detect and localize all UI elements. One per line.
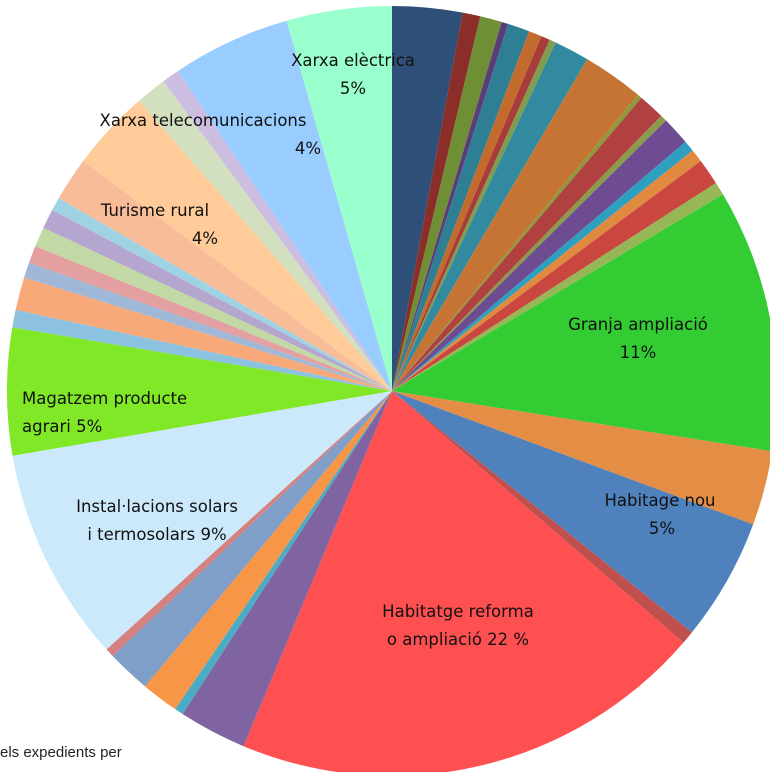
pie-slice bbox=[83, 100, 392, 391]
pie-slice bbox=[182, 391, 392, 747]
slice-label-line: Magatzem producte bbox=[22, 389, 187, 408]
slice-label: Magatzem producte agrari 5% bbox=[22, 389, 187, 436]
pie-slice bbox=[12, 391, 393, 650]
slice-label-line: 4% bbox=[295, 139, 321, 158]
pie-labels: Granja ampliació 11% Habitage nou 5% Habitat… bbox=[22, 51, 716, 649]
slice-label-line: Xarxa telecomunicacions bbox=[100, 111, 307, 130]
slice-label-line: 11% bbox=[620, 343, 657, 362]
slice-label: Granja ampliació 11% bbox=[568, 315, 708, 362]
pie-slice bbox=[392, 31, 542, 391]
pie-slice bbox=[392, 6, 463, 391]
pie-slice bbox=[6, 327, 392, 456]
pie-slice bbox=[15, 277, 393, 391]
pie-slice bbox=[28, 246, 393, 391]
slice-label-line: o ampliació 22 % bbox=[387, 630, 529, 649]
slice-label: Habitatge reforma o ampliació 22 % bbox=[382, 602, 534, 649]
pie-slice bbox=[12, 309, 393, 391]
pie-slice bbox=[392, 23, 530, 392]
pie-slices bbox=[6, 5, 770, 772]
pie-slice bbox=[392, 150, 701, 391]
pie-slice bbox=[163, 71, 392, 391]
pie-slice bbox=[243, 391, 684, 772]
slice-label-line: 4% bbox=[192, 229, 218, 248]
slice-label-line: Xarxa elèctrica bbox=[291, 51, 415, 70]
slice-label-line: Instal·lacions solars bbox=[76, 497, 238, 516]
pie-slice bbox=[392, 42, 588, 392]
pie-slice bbox=[177, 20, 392, 391]
figure-caption: els expedients per bbox=[0, 744, 122, 761]
pie-slice bbox=[58, 161, 393, 391]
pie-slice bbox=[139, 81, 392, 392]
slice-label-line: i termosolars 9% bbox=[87, 525, 226, 544]
pie-slice bbox=[392, 141, 693, 391]
slice-label-line: Habitatge reforma bbox=[382, 602, 534, 621]
pie-slice bbox=[392, 39, 556, 392]
pie-slice bbox=[392, 16, 502, 391]
slice-label-line: Granja ampliació bbox=[568, 315, 708, 334]
slice-label: Instal·lacions solars i termosolars 9% bbox=[76, 497, 238, 544]
slice-label: Xarxa telecomunicacions 4% bbox=[100, 111, 322, 158]
slice-label-line: 5% bbox=[340, 79, 366, 98]
slice-label-line: 5% bbox=[649, 519, 675, 538]
slice-label: Xarxa elèctrica 5% bbox=[291, 51, 415, 98]
pie-slice bbox=[392, 120, 686, 391]
pie-slice bbox=[112, 391, 392, 687]
pie-slice bbox=[286, 5, 392, 391]
pie-slice bbox=[52, 198, 392, 391]
slice-label: Turisme rural 4% bbox=[100, 201, 218, 248]
pie-slice bbox=[43, 209, 392, 391]
slice-label-line: Habitage nou bbox=[604, 491, 715, 510]
slice-label: Habitage nou 5% bbox=[604, 491, 715, 538]
pie-slice bbox=[392, 115, 666, 391]
pie-slice bbox=[24, 262, 392, 391]
pie-slice bbox=[392, 97, 662, 391]
slice-label-line: agrari 5% bbox=[22, 417, 102, 436]
pie-slice bbox=[392, 59, 639, 392]
pie-slice bbox=[392, 36, 550, 391]
pie-slice bbox=[392, 391, 770, 525]
pie-slice bbox=[392, 12, 481, 391]
pie-slice bbox=[106, 391, 392, 656]
pie-slice bbox=[392, 94, 642, 392]
pie-slice bbox=[392, 182, 723, 391]
pie-slice bbox=[392, 194, 770, 452]
pie-slice bbox=[392, 391, 754, 633]
pie-slice bbox=[145, 391, 392, 710]
pie-slice bbox=[35, 227, 393, 391]
pie-slice bbox=[392, 21, 509, 391]
slice-label-line: Turisme rural bbox=[100, 201, 209, 220]
pie-slice bbox=[392, 391, 692, 643]
pie-slice bbox=[392, 161, 716, 391]
pie-slice bbox=[175, 391, 392, 715]
